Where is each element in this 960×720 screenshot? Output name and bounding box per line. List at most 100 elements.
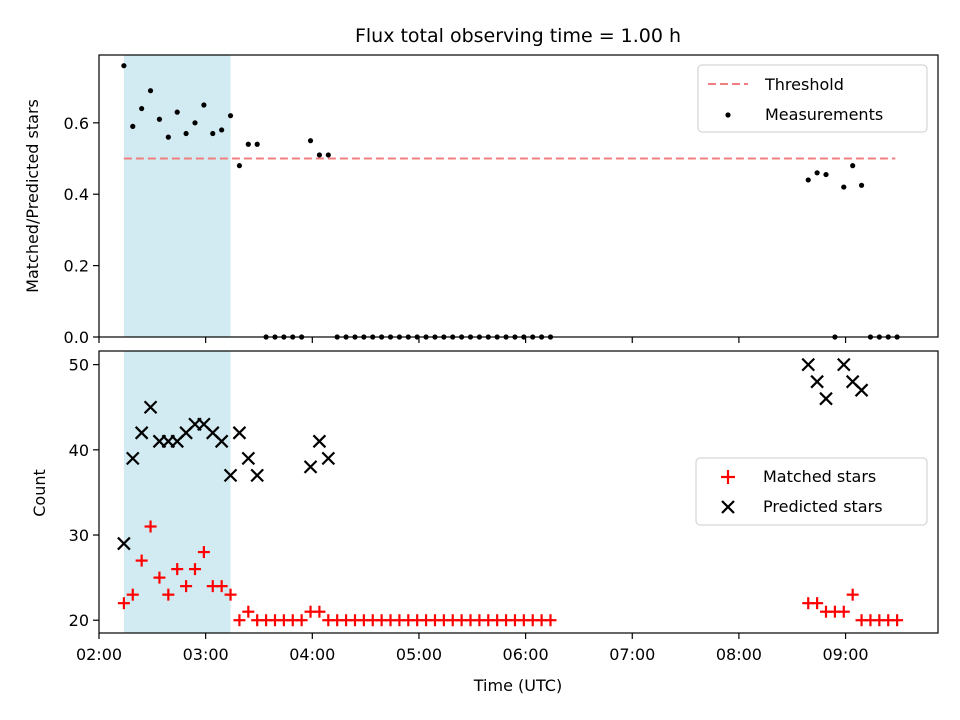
measurement-point xyxy=(156,116,163,122)
top-y-axis: 0.0 0.2 0.4 0.6 xyxy=(64,114,99,347)
matched-star-point xyxy=(171,563,184,576)
bottom-y-axis: 20 30 40 50 xyxy=(69,356,99,630)
bottom-y-tick-label: 20 xyxy=(69,611,89,630)
bottom-y-axis-label: Count xyxy=(30,469,49,517)
legend-predicted-label: Predicted stars xyxy=(763,497,883,516)
legend-threshold-label: Threshold xyxy=(764,75,844,94)
x-tick-label: 05:00 xyxy=(396,645,442,664)
legend-matched-swatch xyxy=(721,470,735,484)
predicted-star-point xyxy=(223,468,238,483)
top-legend-box xyxy=(697,64,928,133)
bottom-shaded-span xyxy=(123,351,231,633)
measurement-point xyxy=(174,109,180,115)
top-shaded-span xyxy=(123,55,231,337)
chart-title: Flux total observing time = 1.00 h xyxy=(355,25,681,47)
measurement-point xyxy=(227,113,234,119)
top-y-tick-label: 0.2 xyxy=(64,257,89,276)
predicted-star-point xyxy=(143,400,158,415)
predicted-star-point xyxy=(232,426,247,440)
matched-star-point xyxy=(144,520,157,533)
measurement-point xyxy=(219,127,225,133)
top-x-axis xyxy=(98,337,847,343)
matched-stars-series xyxy=(117,520,904,627)
x-tick-label: 04:00 xyxy=(289,645,335,664)
measurement-point xyxy=(121,63,127,69)
measurement-point xyxy=(165,134,171,140)
measurement-point xyxy=(325,152,331,158)
top-y-tick-label: 0.4 xyxy=(64,185,89,204)
matched-star-point xyxy=(135,554,148,567)
predicted-star-point xyxy=(837,357,851,372)
measurement-point xyxy=(858,182,865,188)
top-plot-frame xyxy=(98,54,939,338)
matched-star-point xyxy=(117,597,130,610)
matched-star-point xyxy=(544,614,557,627)
bottom-y-tick-label: 40 xyxy=(69,441,89,460)
bottom-y-tick-label: 50 xyxy=(69,356,89,375)
bottom-legend: Matched stars Predicted stars xyxy=(695,457,928,526)
predicted-star-point xyxy=(312,434,327,449)
matched-star-point xyxy=(242,605,255,618)
matched-star-point xyxy=(891,614,904,627)
top-legend: Threshold Measurements xyxy=(697,64,928,133)
matched-star-point xyxy=(197,546,210,559)
legend-predicted-swatch xyxy=(721,500,735,514)
matched-star-point xyxy=(188,563,201,576)
predicted-star-point xyxy=(134,426,149,440)
predicted-star-point xyxy=(214,434,229,449)
x-axis-label: Time (UTC) xyxy=(473,676,562,695)
x-tick-label: 02:00 xyxy=(76,645,122,664)
top-y-tick-label: 0.6 xyxy=(64,114,89,133)
measurement-point xyxy=(201,102,207,108)
predicted-star-point xyxy=(854,383,869,397)
measurement-point xyxy=(183,130,189,137)
matched-star-point xyxy=(215,580,228,593)
measurement-point xyxy=(823,171,829,178)
bottom-legend-box xyxy=(695,457,928,526)
x-tick-label: 09:00 xyxy=(823,645,869,664)
legend-matched-label: Matched stars xyxy=(763,467,876,486)
matched-star-point xyxy=(126,588,139,601)
matched-star-point xyxy=(837,605,850,618)
matched-star-point xyxy=(295,614,308,627)
x-tick-label: 03:00 xyxy=(183,645,229,664)
x-tick-label: 08:00 xyxy=(716,645,762,664)
measurement-point xyxy=(307,138,314,144)
bottom-y-tick-label: 30 xyxy=(69,526,89,545)
predicted-star-point xyxy=(125,451,140,466)
measurement-point xyxy=(245,141,251,147)
measurement-point xyxy=(841,184,847,190)
predicted-star-point xyxy=(801,357,816,372)
measurement-point xyxy=(192,120,198,126)
matched-star-point xyxy=(153,571,166,584)
bottom-plot-frame xyxy=(98,350,939,634)
top-panel: 0.0 0.2 0.4 0.6 Matched/Predicted stars Thr… xyxy=(23,54,939,347)
predicted-star-point xyxy=(241,451,256,466)
x-tick-label: 07:00 xyxy=(609,645,655,664)
measurement-point xyxy=(236,163,243,169)
predicted-star-point xyxy=(117,536,131,551)
top-y-tick-label: 0.0 xyxy=(64,328,89,347)
measurement-point xyxy=(814,170,820,176)
legend-measurements-label: Measurements xyxy=(765,105,883,124)
matched-star-point xyxy=(811,597,824,610)
predicted-stars-series xyxy=(117,357,869,551)
measurement-point xyxy=(850,163,856,169)
measurement-point xyxy=(147,88,154,94)
top-y-axis-label: Matched/Predicted stars xyxy=(23,99,42,293)
measurement-point xyxy=(210,130,216,137)
matched-star-point xyxy=(846,588,859,601)
matched-star-point xyxy=(180,580,193,593)
matched-star-point xyxy=(224,588,237,601)
measurement-point xyxy=(805,177,811,183)
measurement-point xyxy=(254,141,260,147)
predicted-star-point xyxy=(303,460,318,474)
predicted-star-point xyxy=(321,451,336,466)
measurement-point xyxy=(316,152,323,158)
predicted-star-point xyxy=(819,391,833,406)
bottom-x-axis: 02:00 03:00 04:00 05:00 06:00 07:00 08:00 09:00 xyxy=(76,633,869,664)
matched-star-point xyxy=(313,605,326,618)
x-tick-label: 06:00 xyxy=(503,645,549,664)
